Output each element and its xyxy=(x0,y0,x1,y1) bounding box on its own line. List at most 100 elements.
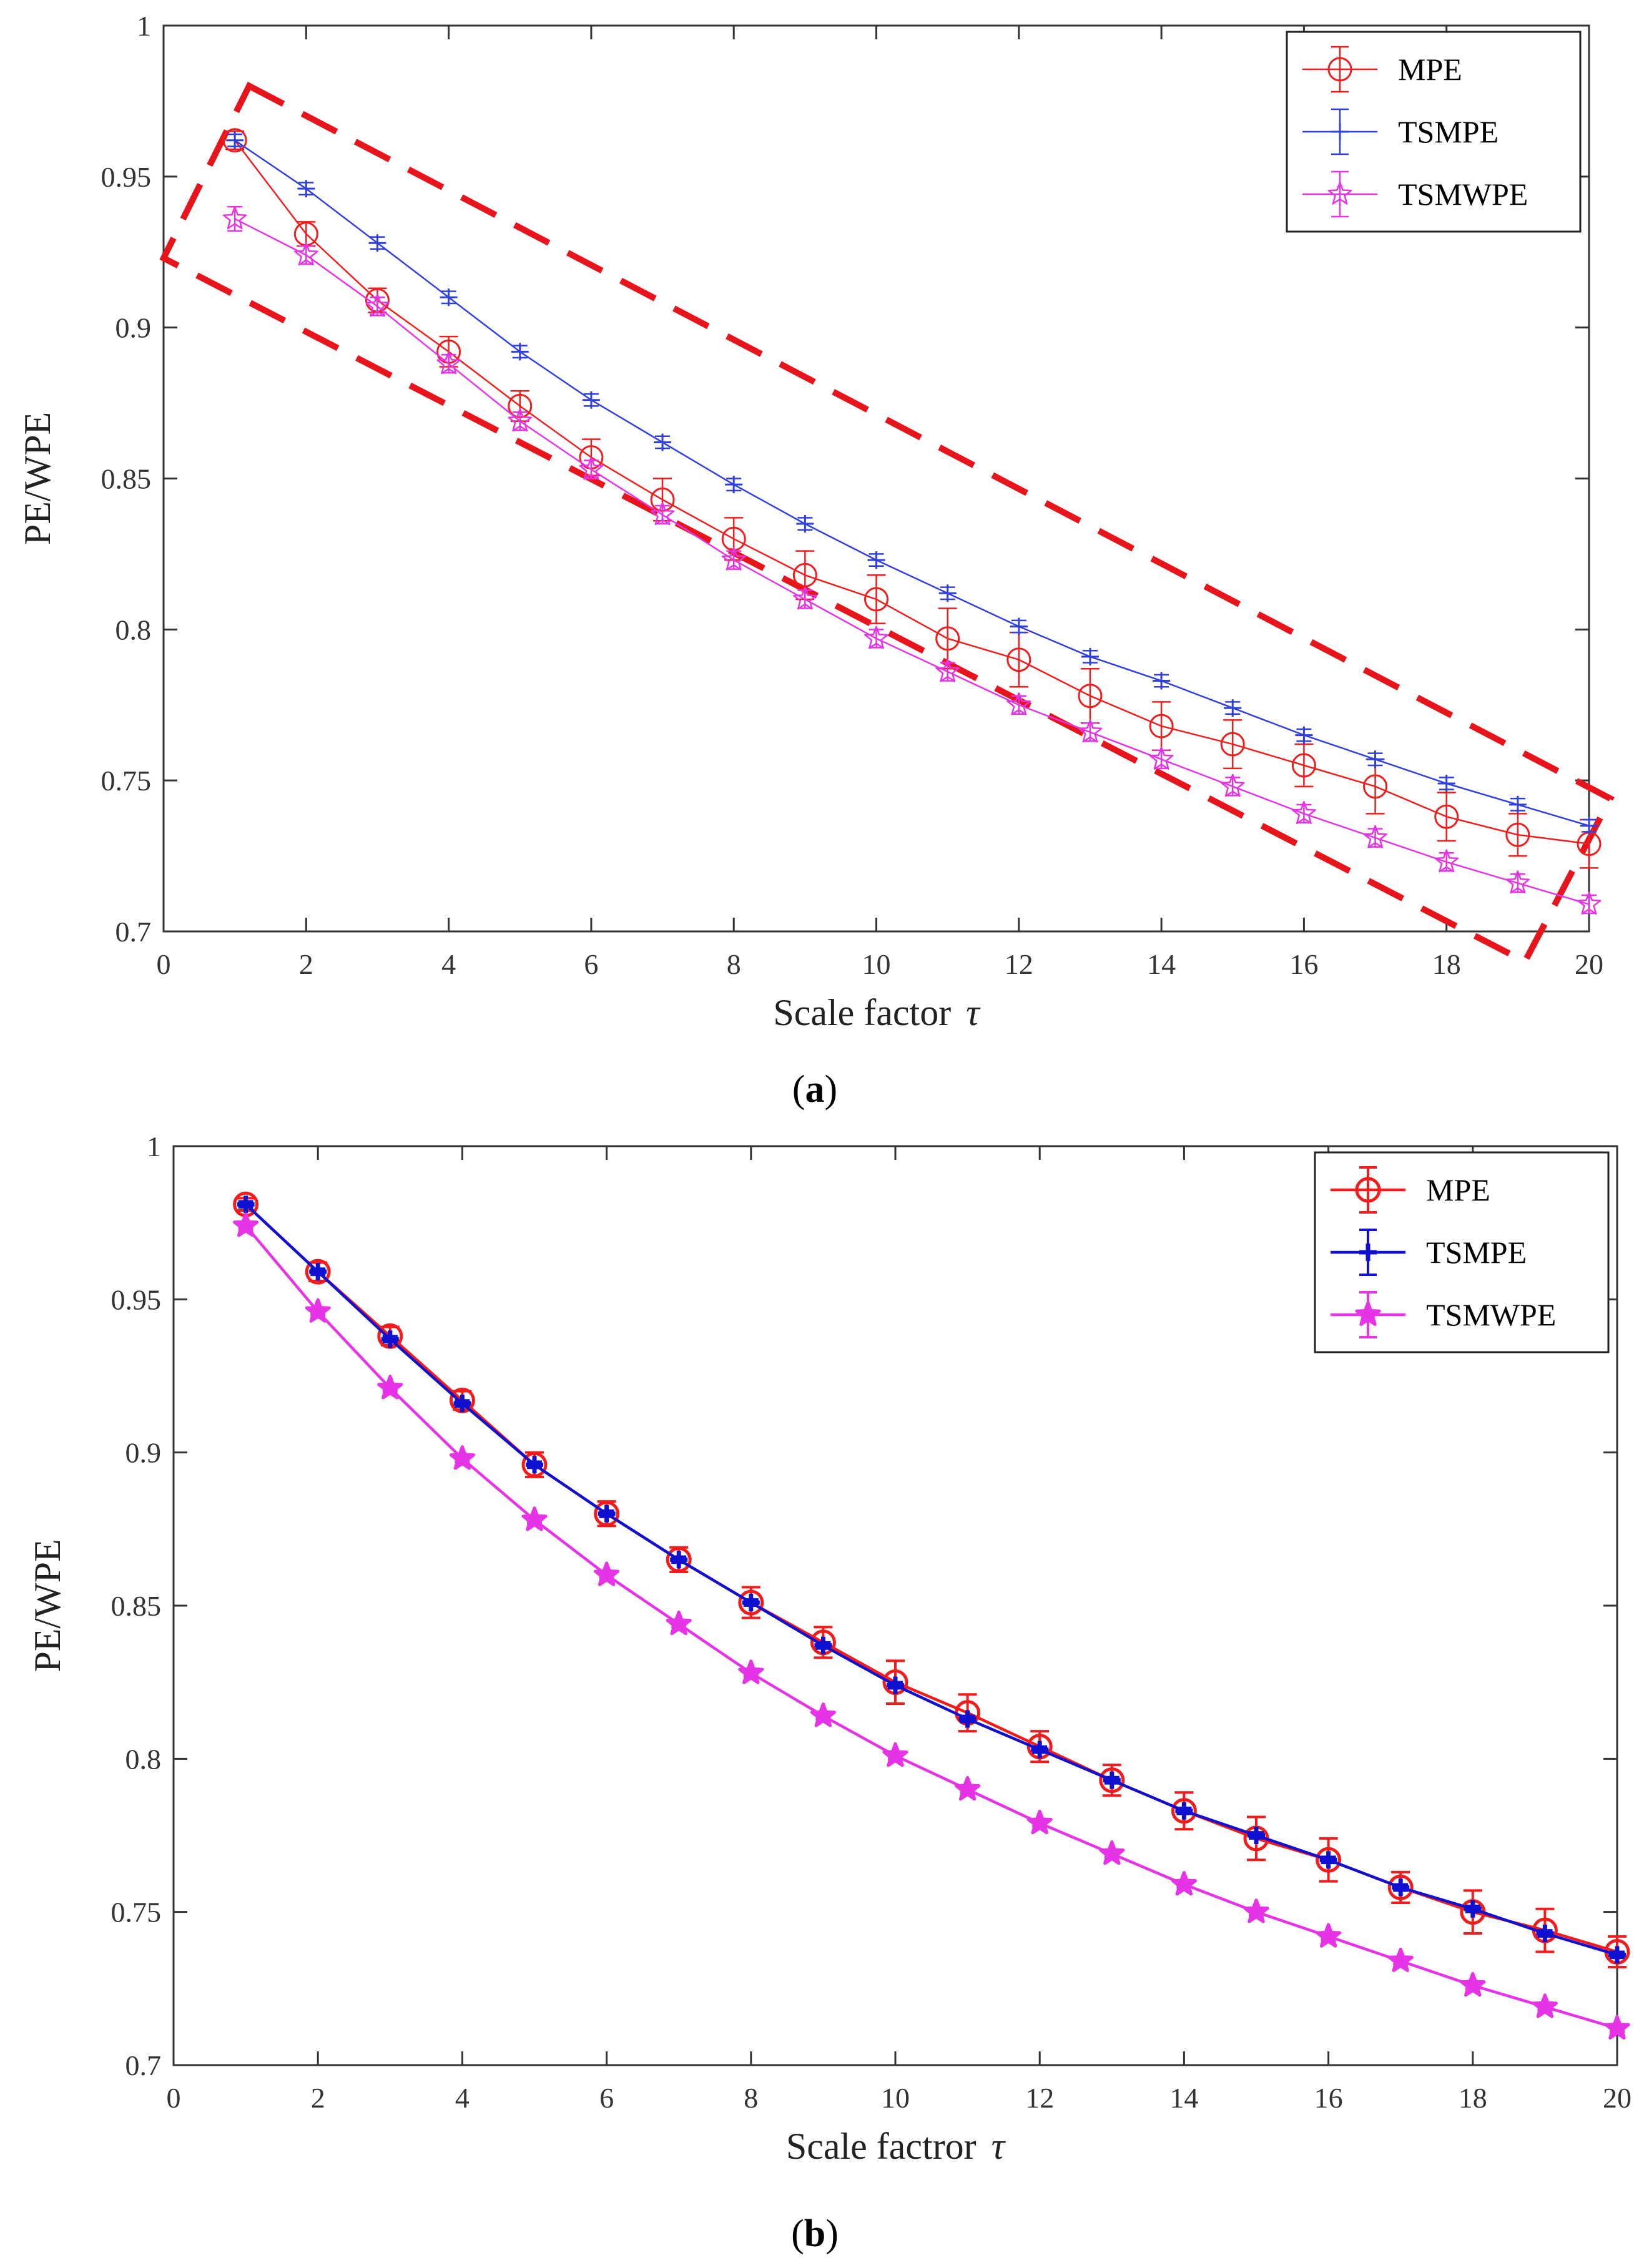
x-tick-label: 20 xyxy=(1603,2082,1632,2114)
data-point xyxy=(814,1636,832,1654)
legend-swatch-errorbar xyxy=(1331,170,1349,218)
data-point xyxy=(521,1506,548,1531)
error-bar xyxy=(1294,743,1314,788)
data-point xyxy=(1319,1851,1337,1869)
error-bar xyxy=(867,574,886,624)
data-point xyxy=(1099,1840,1125,1865)
x-tick-label: 8 xyxy=(744,2082,758,2114)
data-point xyxy=(666,1546,692,1573)
data-point xyxy=(526,1456,543,1474)
y-tick-label: 1 xyxy=(137,10,151,42)
data-point xyxy=(1295,726,1313,744)
data-point xyxy=(1099,1767,1125,1794)
x-tick-label: 20 xyxy=(1575,948,1603,980)
legend-label: MPE xyxy=(1426,1172,1490,1207)
data-point xyxy=(721,547,746,571)
data-point xyxy=(1291,753,1316,778)
legend-swatch-marker xyxy=(1331,123,1349,140)
data-point xyxy=(725,476,743,494)
data-point xyxy=(1078,684,1103,709)
data-point xyxy=(1006,647,1031,672)
data-point xyxy=(1006,692,1031,715)
data-point xyxy=(1387,1947,1414,1972)
data-point xyxy=(1363,774,1388,799)
y-tick-label: 0.75 xyxy=(111,1897,162,1928)
x-axis-label-text: Scale factror xyxy=(786,2126,977,2167)
x-axis-label: Scale factor τ xyxy=(773,992,981,1033)
x-tick-label: 14 xyxy=(1147,948,1176,980)
legend-label: TSMPE xyxy=(1398,114,1499,149)
y-tick-label: 0.8 xyxy=(116,614,152,646)
y-tick-label: 0.7 xyxy=(126,2050,162,2081)
x-axis-label: Scale factror τ xyxy=(786,2126,1006,2167)
series-tsmpe xyxy=(237,1195,1626,1964)
data-point xyxy=(1580,817,1598,835)
data-point xyxy=(1031,1740,1049,1759)
data-point xyxy=(867,551,885,569)
data-point xyxy=(1505,822,1530,847)
x-tick-label: 18 xyxy=(1432,948,1461,980)
data-point xyxy=(222,206,247,230)
y-tick-label: 0.7 xyxy=(116,916,152,948)
data-point xyxy=(1292,801,1316,824)
data-point xyxy=(864,587,888,612)
y-axis-label: PE/WPE xyxy=(27,1539,68,1672)
chart-panel-b: 0 2 4 6 8 10 12 14 16 18 20 0.7 0.75 0.8 0.85 0.9 0.95 1 S… xyxy=(27,1131,1632,2255)
legend-swatch-marker xyxy=(1327,181,1352,205)
x-tick-label: 6 xyxy=(599,2082,614,2114)
legend-swatch-marker xyxy=(1327,57,1352,82)
data-point xyxy=(305,1259,331,1285)
x-tick-label: 10 xyxy=(881,2082,910,2114)
legend-label: TSMWPE xyxy=(1426,1297,1556,1332)
data-point xyxy=(955,1775,981,1801)
data-point xyxy=(1604,2015,1630,2040)
x-tick-label: 12 xyxy=(1025,2082,1054,2114)
series-tsmwpe xyxy=(222,205,1602,915)
data-point xyxy=(1508,795,1527,813)
data-point xyxy=(792,562,817,587)
data-point xyxy=(1387,1874,1414,1900)
legend: MPE TSMPE TSMWPE xyxy=(1314,1151,1610,1353)
data-point xyxy=(521,1451,548,1478)
data-point xyxy=(449,1445,475,1470)
data-point xyxy=(1248,1827,1265,1844)
data-point xyxy=(1577,891,1602,915)
data-point xyxy=(309,1263,327,1281)
data-point xyxy=(1220,773,1245,797)
data-point xyxy=(666,1610,692,1636)
data-point xyxy=(365,293,390,317)
data-point xyxy=(1103,1771,1121,1789)
x-tick-label: 12 xyxy=(1005,948,1033,980)
x-tick-label: 4 xyxy=(441,948,456,980)
x-tick-label: 10 xyxy=(862,948,891,980)
y-tick-label: 0.85 xyxy=(111,1590,162,1622)
highlight-dashed-box xyxy=(159,81,1615,966)
x-axis-label-symbol: τ xyxy=(992,2126,1006,2167)
data-point xyxy=(1224,699,1242,717)
data-point xyxy=(579,456,604,480)
legend-swatch-marker xyxy=(1355,1177,1381,1203)
x-axis-label-symbol: τ xyxy=(966,992,981,1033)
data-point xyxy=(935,626,960,651)
error-bar xyxy=(1437,792,1456,842)
data-point xyxy=(1536,1925,1554,1943)
data-point xyxy=(1363,825,1387,848)
data-point xyxy=(1171,1871,1197,1896)
data-point xyxy=(1505,870,1530,894)
y-axis-label: PE/WPE xyxy=(17,412,58,545)
caption-letter: a xyxy=(805,1068,825,1111)
legend-swatch-marker xyxy=(1355,1301,1381,1326)
x-tick-label: 0 xyxy=(157,948,171,980)
series-tsmpe xyxy=(226,131,1598,835)
data-point xyxy=(598,1505,616,1523)
x-tick-label: 16 xyxy=(1314,2082,1343,2114)
y-tick-label: 0.8 xyxy=(126,1743,162,1775)
data-point xyxy=(233,1212,259,1237)
data-point xyxy=(1026,1809,1053,1835)
series-line xyxy=(245,1203,1618,1956)
error-bar xyxy=(1223,719,1243,770)
data-point xyxy=(670,1551,688,1569)
data-point xyxy=(1392,1878,1410,1897)
data-point xyxy=(436,351,461,375)
